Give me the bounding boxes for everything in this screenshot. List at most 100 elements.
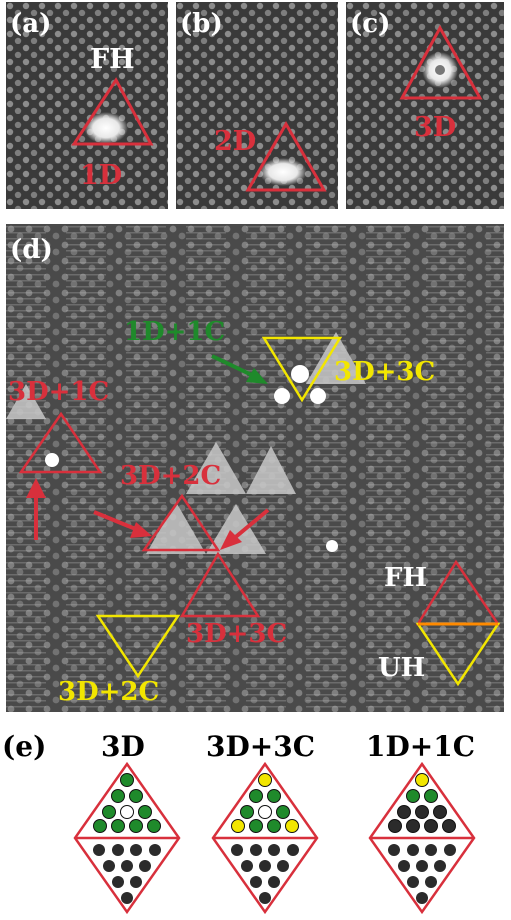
label-3d1c: 3D+1C (8, 377, 109, 407)
atom-lower (425, 844, 437, 856)
atom-lower (398, 860, 410, 872)
atom-upper (138, 805, 152, 819)
stm-image-a (6, 2, 168, 209)
panel-tag-c: (c) (350, 9, 390, 39)
arrow-red-right (220, 508, 270, 550)
triangle-3d2c-bottom (95, 614, 181, 679)
label-fh-d: FH (384, 563, 427, 593)
atom-lower (425, 876, 437, 888)
atom-upper (249, 819, 263, 833)
diamond-diagram-1d1c (368, 761, 476, 915)
atom-upper (111, 789, 125, 803)
atom-upper (267, 819, 281, 833)
atom-upper (120, 805, 134, 819)
atom-upper (249, 789, 263, 803)
panel-tag-b: (b) (180, 9, 223, 39)
label-1d: 1D (80, 160, 122, 191)
panel-d: (d) 1D+1C 3D+3C 3D+1C 3D+2C 3D+3C 3D+2C … (6, 224, 504, 712)
atom-upper (415, 773, 429, 787)
arrow-green (211, 354, 268, 384)
atom-lower (259, 892, 271, 904)
atom-upper (433, 805, 447, 819)
triangle-3d3c-top (261, 336, 343, 403)
atom-lower (130, 876, 142, 888)
atom-lower (268, 876, 280, 888)
atom-lower (259, 860, 271, 872)
atom-upper (102, 805, 116, 819)
atom-upper (424, 789, 438, 803)
atom-upper (129, 819, 143, 833)
label-3d3c-top: 3D+3C (334, 357, 435, 387)
atom-lower (93, 844, 105, 856)
atom-upper (129, 789, 143, 803)
atom-lower (241, 860, 253, 872)
label-1d1c: 1D+1C (124, 317, 225, 347)
label-3d2c-mid: 3D+2C (120, 461, 221, 491)
stm-image-c (346, 2, 504, 209)
atom-lower (231, 844, 243, 856)
panel-e: (e) 3D 3D+3C 1D+1C (0, 718, 511, 920)
atom-upper (442, 819, 456, 833)
atom-lower (277, 860, 289, 872)
atom-lower (250, 844, 262, 856)
atom-upper (415, 805, 429, 819)
atom-lower (139, 860, 151, 872)
label-2d: 2D (214, 126, 256, 157)
panel-tag-d: (d) (10, 235, 53, 265)
atom-upper (111, 819, 125, 833)
diamond-outline (73, 761, 181, 915)
atom-lower (434, 860, 446, 872)
triangle-3d1c (18, 411, 103, 474)
atom-lower (444, 844, 456, 856)
atom-upper (424, 819, 438, 833)
diagram-title-3d: 3D (101, 730, 145, 763)
triangle-3d2c-mid (141, 493, 221, 552)
atom-lower (268, 844, 280, 856)
label-fh-a: FH (90, 44, 135, 75)
atom-upper (120, 773, 134, 787)
atom-lower (121, 892, 133, 904)
atom-lower (416, 892, 428, 904)
atom-lower (130, 844, 142, 856)
label-3d2c-bottom: 3D+2C (58, 677, 159, 707)
panel-c: (c) 3D (346, 2, 504, 209)
diagram-title-3d3c: 3D+3C (206, 730, 315, 763)
diamond-diagram-3d3c (211, 761, 319, 915)
atom-upper (276, 805, 290, 819)
atom-upper (388, 819, 402, 833)
panel-tag-a: (a) (10, 9, 51, 39)
atom-lower (388, 844, 400, 856)
atom-upper (285, 819, 299, 833)
triangle-1d (71, 77, 154, 146)
panel-b: (b) 2D (176, 2, 338, 209)
atom-upper (267, 789, 281, 803)
atom-upper (258, 805, 272, 819)
atom-lower (407, 876, 419, 888)
atom-upper (406, 789, 420, 803)
atom-lower (416, 860, 428, 872)
triangle-3d3c-bottom (179, 551, 261, 618)
panel-tag-e: (e) (2, 730, 46, 763)
atom-upper (397, 805, 411, 819)
diamond-diagram-3d (73, 761, 181, 915)
arrow-red-left (93, 510, 152, 538)
diagram-title-1d1c: 1D+1C (366, 730, 475, 763)
label-3d3c-bottom: 3D+3C (186, 619, 287, 649)
atom-lower (407, 844, 419, 856)
arrow-red-up (26, 478, 46, 540)
atom-upper (147, 819, 161, 833)
atom-upper (240, 805, 254, 819)
label-uh-d: UH (378, 653, 425, 683)
panel-a: (a) FH 1D (6, 2, 168, 209)
atom-upper (231, 819, 245, 833)
atom-lower (121, 860, 133, 872)
atom-upper (93, 819, 107, 833)
atom-lower (149, 844, 161, 856)
atom-lower (112, 844, 124, 856)
triangle-3d (399, 24, 483, 100)
diamond-outline (368, 761, 476, 915)
label-3d: 3D (414, 112, 456, 143)
atom-lower (250, 876, 262, 888)
atom-lower (112, 876, 124, 888)
triangle-2d (245, 120, 327, 192)
